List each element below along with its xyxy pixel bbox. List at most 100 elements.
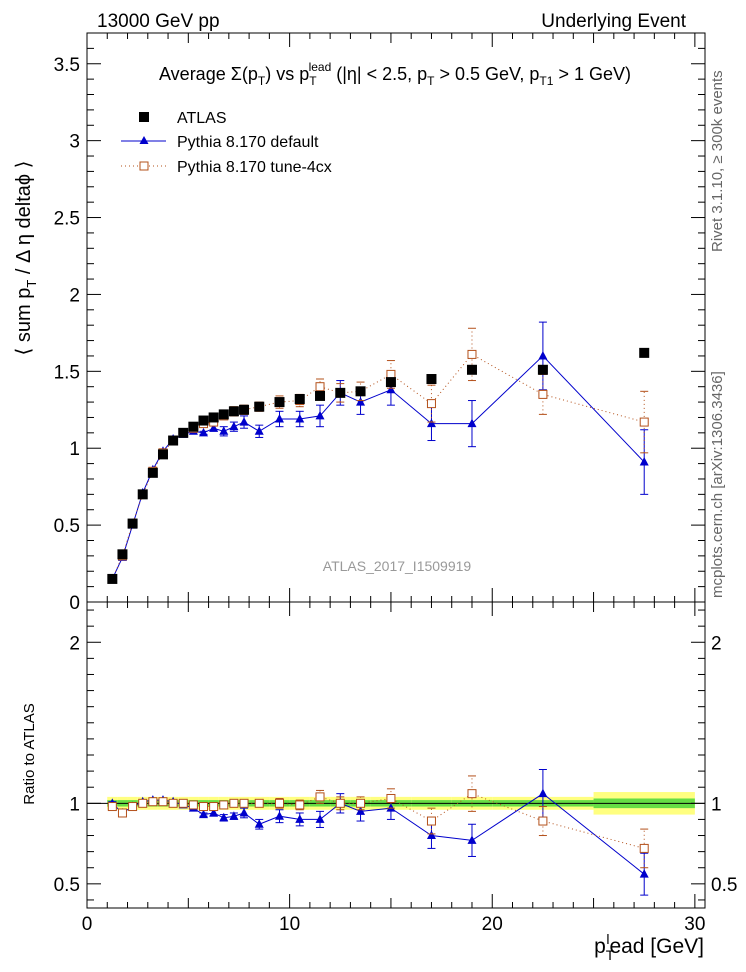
chart-title: Average Σ(pT) vs pTlead (|η| < 2.5, pT >… xyxy=(159,60,631,88)
data-point-default xyxy=(315,410,325,420)
data-point-atlas xyxy=(208,412,219,423)
ratio-point-4cx xyxy=(639,843,649,853)
ratio-series-pythia-4cx xyxy=(107,775,649,869)
y-axis-label: ⟨ sum pT / Δ η deltaϕ ⟩ xyxy=(13,161,39,356)
ratio-point-default xyxy=(254,819,264,828)
data-point-4cx xyxy=(315,382,325,392)
ratio-point-4cx xyxy=(426,816,436,826)
ratio-point-4cx xyxy=(209,802,219,812)
ratio-point-4cx xyxy=(168,798,178,808)
series-pythia-default xyxy=(107,321,649,583)
data-point-atlas xyxy=(315,390,326,401)
ratio-point-default xyxy=(229,811,239,820)
ratio-point-4cx xyxy=(254,798,264,808)
series-line xyxy=(111,353,645,580)
legend-marker-4cx xyxy=(139,161,149,171)
ratio-point-4cx xyxy=(199,802,209,812)
data-point-default xyxy=(386,384,396,394)
data-point-default xyxy=(219,426,229,435)
data-point-atlas xyxy=(466,364,477,375)
ratio-point-4cx xyxy=(188,800,198,810)
header-energy: 13000 GeV pp xyxy=(97,11,220,32)
ratio-point-default xyxy=(209,807,219,817)
rivet-label: Rivet 3.1.10, ≥ 300k events xyxy=(709,70,726,252)
data-point-atlas xyxy=(127,518,138,529)
ratio-point-4cx xyxy=(128,802,138,812)
data-point-default xyxy=(274,413,284,423)
data-point-default xyxy=(229,421,239,431)
legend-label-4cx: Pythia 8.170 tune-4cx xyxy=(177,159,332,176)
legend: ATLAS Pythia 8.170 default Pythia 8.170 … xyxy=(121,110,332,176)
series-atlas xyxy=(107,347,650,584)
data-point-default xyxy=(356,397,366,406)
axis-ticks xyxy=(86,32,705,908)
legend-marker-atlas xyxy=(139,112,149,122)
data-point-atlas xyxy=(274,397,285,408)
data-point-default xyxy=(538,350,548,360)
data-point-default xyxy=(199,427,209,437)
data-point-atlas xyxy=(254,401,265,412)
x-axis-label: pTlead [GeV] xyxy=(594,931,704,963)
ratio-point-4cx xyxy=(148,797,158,807)
mcplots-label: mcplots.cern.ch [arXiv:1306.3436] xyxy=(709,371,726,598)
data-point-default xyxy=(467,418,477,428)
data-point-atlas xyxy=(188,421,199,432)
ratio-point-4cx xyxy=(107,802,117,812)
ratio-point-4cx xyxy=(229,798,239,808)
ratio-point-default xyxy=(274,811,284,820)
y-tick-label: 1 xyxy=(69,439,80,460)
data-point-atlas xyxy=(639,347,650,358)
data-point-default xyxy=(426,418,436,428)
data-point-atlas xyxy=(228,406,239,417)
y-tick-label: 0.5 xyxy=(54,516,80,537)
y-tick-label: 3.5 xyxy=(54,55,80,76)
ratio-point-default xyxy=(426,830,436,840)
ratio-point-4cx xyxy=(219,800,229,810)
data-point-atlas xyxy=(537,364,548,375)
data-point-atlas xyxy=(335,387,346,398)
ratio-point-default xyxy=(356,806,366,815)
ratio-point-4cx xyxy=(386,793,396,803)
y-tick-labels: 0 0.5 1 1.5 2 2.5 3 3.5 xyxy=(54,55,80,614)
legend-label-atlas: ATLAS xyxy=(177,110,227,127)
ratio-point-4cx xyxy=(295,800,305,810)
data-point-atlas xyxy=(355,386,366,397)
data-point-4cx xyxy=(538,389,548,399)
x-tick-label: 30 xyxy=(684,914,705,935)
data-point-default xyxy=(254,426,264,435)
x-tick-label: 10 xyxy=(279,914,300,935)
analysis-watermark: ATLAS_2017_I1509919 xyxy=(323,558,472,574)
data-point-atlas xyxy=(385,377,396,388)
data-point-default xyxy=(239,417,249,426)
ratio-tick-label: 0.5 xyxy=(54,875,80,896)
ratio-tick-label: 1 xyxy=(69,794,80,815)
ratio-point-default xyxy=(315,814,325,823)
data-point-atlas xyxy=(178,427,189,438)
data-point-atlas xyxy=(239,404,250,415)
y-tick-label: 2.5 xyxy=(54,209,80,230)
data-point-atlas xyxy=(198,415,209,426)
data-point-default xyxy=(209,423,219,432)
data-point-atlas xyxy=(157,449,168,460)
ratio-tick-label-right: 1 xyxy=(711,794,722,815)
data-point-atlas xyxy=(147,467,158,478)
legend-marker-default xyxy=(139,136,149,144)
ratio-point-4cx xyxy=(274,798,284,808)
data-point-atlas xyxy=(426,374,437,385)
ratio-tick-label-right: 0.5 xyxy=(711,875,737,896)
ratio-tick-labels: 0.5 1 2 0.5 1 2 xyxy=(54,633,738,896)
ratio-point-4cx xyxy=(239,798,249,808)
legend-label-default: Pythia 8.170 default xyxy=(177,134,319,151)
x-tick-labels: 0 10 20 30 xyxy=(82,914,706,935)
ratio-point-4cx xyxy=(335,798,345,808)
y-tick-label: 0 xyxy=(69,593,80,614)
ratio-point-default xyxy=(239,807,249,817)
ratio-tick-label-right: 2 xyxy=(711,633,722,654)
ratio-point-4cx xyxy=(158,797,168,807)
y-tick-label: 3 xyxy=(69,132,80,153)
ratio-axis-label: Ratio to ATLAS xyxy=(21,703,38,804)
data-point-atlas xyxy=(218,409,229,420)
ratio-point-4cx xyxy=(315,792,325,802)
data-point-default xyxy=(639,457,649,466)
